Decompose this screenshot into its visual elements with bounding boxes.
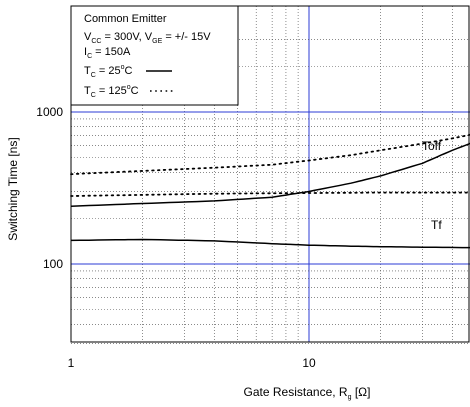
series-line-2 (71, 134, 470, 175)
x-tick-labels: 1 10 (68, 356, 316, 370)
series-line-1 (71, 142, 470, 207)
y-tick-labels: 100 1000 (36, 105, 63, 271)
y-tick-label: 100 (43, 257, 63, 271)
y-axis-title: Switching Time [ns] (6, 137, 20, 240)
series-line-4 (71, 240, 470, 248)
legend-line-1: Common Emitter (84, 13, 167, 25)
x-tick-label: 1 (68, 356, 75, 370)
legend-box: Common Emitter VCC = 300V, VGE = +/- 15V… (71, 6, 238, 105)
series-label-toff: Toff (422, 139, 442, 153)
x-tick-label: 10 (302, 356, 316, 370)
y-tick-label: 1000 (36, 105, 63, 119)
legend-line-2: VCC = 300V, VGE = +/- 15V (84, 31, 211, 45)
x-axis-title: Gate Resistance, Rg [Ω] (244, 385, 371, 401)
curves (71, 134, 470, 248)
series-label-tf: Tf (431, 218, 442, 232)
series-line-3 (71, 193, 470, 196)
